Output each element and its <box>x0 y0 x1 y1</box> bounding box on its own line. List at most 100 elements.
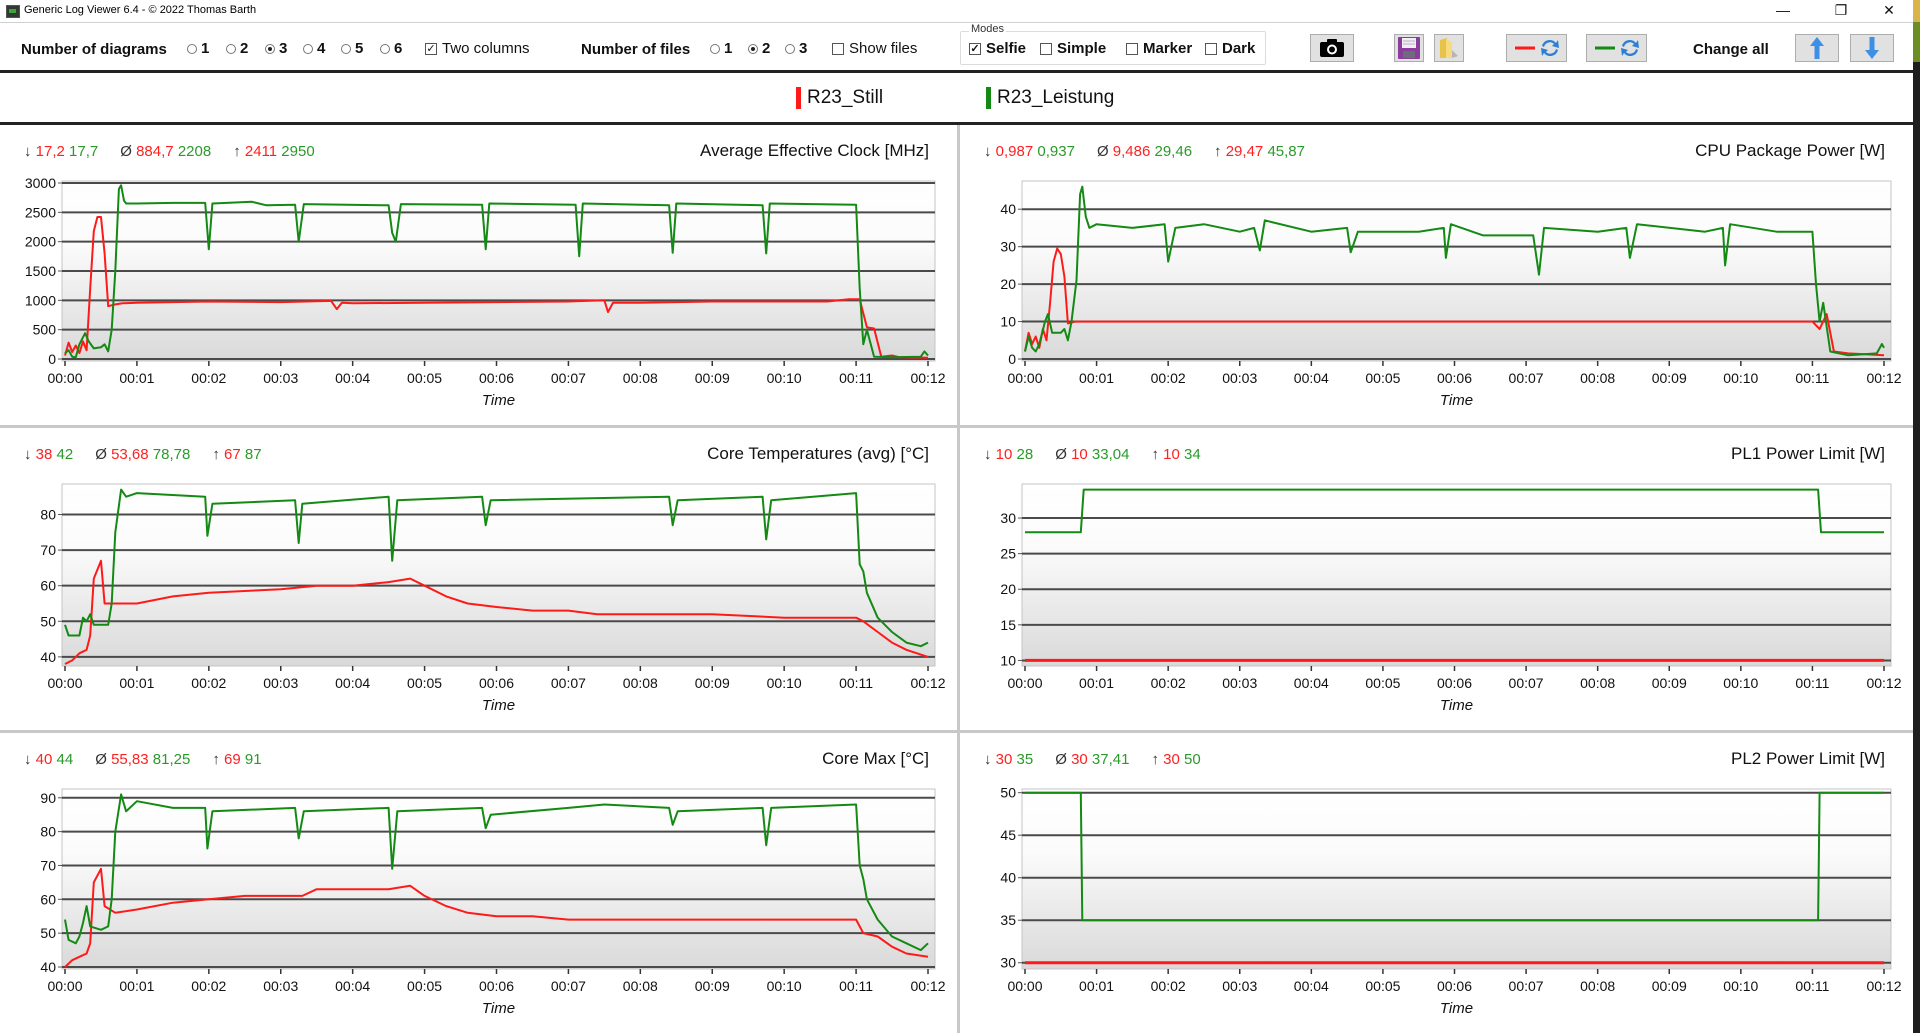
row-divider <box>0 425 1913 428</box>
diagrams-radio-6[interactable]: 6 <box>380 40 402 57</box>
x-tick-label: 00:02 <box>191 370 226 386</box>
checkbox-box[interactable]: ✓ <box>425 42 437 55</box>
diagrams-radio-4[interactable]: 4 <box>303 40 325 57</box>
swap-red-button[interactable] <box>1506 34 1567 62</box>
radio-circle[interactable] <box>748 43 758 54</box>
x-tick-label: 00:07 <box>1509 675 1544 691</box>
mode-selfie-checkbox[interactable]: ✓ Selfie <box>969 40 1026 57</box>
files-radio-3[interactable]: 3 <box>785 40 807 57</box>
line-chart: 30 35 40 45 50 00:00 00:01 00:02 00:03 00:04 00:05… <box>1000 785 1901 1017</box>
stat-min-symbol: ↓ <box>984 143 992 160</box>
x-tick-label: 00:10 <box>1723 978 1758 994</box>
open-button[interactable] <box>1434 34 1464 62</box>
y-tick-label: 40 <box>40 959 56 975</box>
two-columns-checkbox[interactable]: ✓ Two columns <box>425 40 530 57</box>
x-tick-label: 00:08 <box>1580 978 1615 994</box>
y-tick-label: 80 <box>40 824 56 840</box>
diagrams-radio-5[interactable]: 5 <box>341 40 363 57</box>
x-tick-label: 00:05 <box>407 978 442 994</box>
x-tick-label: 00:01 <box>119 675 154 691</box>
checkbox-box[interactable] <box>1205 42 1217 55</box>
y-tick-label: 70 <box>40 542 56 558</box>
x-tick-label: 00:00 <box>47 978 82 994</box>
x-tick-label: 00:03 <box>263 978 298 994</box>
x-axis-label: Time <box>482 697 515 714</box>
x-tick-label: 00:01 <box>1079 370 1114 386</box>
screenshot-button[interactable] <box>1310 34 1354 62</box>
line-chart: 40 50 60 70 80 00:00 00:01 00:02 00:03 00:04 00:05… <box>40 483 946 714</box>
save-button[interactable] <box>1394 34 1424 62</box>
x-tick-label: 00:01 <box>1079 675 1114 691</box>
checkbox-box[interactable] <box>832 42 844 55</box>
stat-min-symbol: ↓ <box>984 446 992 463</box>
radio-circle[interactable] <box>785 43 795 54</box>
diagrams-radio-2[interactable]: 2 <box>226 40 248 57</box>
app-icon <box>6 5 20 18</box>
diagrams-radio-3[interactable]: 3 <box>265 40 287 57</box>
move-up-button[interactable] <box>1795 34 1839 62</box>
stat-avg-r23-still: 55,83 <box>111 751 149 768</box>
x-tick-label: 00:02 <box>1151 370 1186 386</box>
x-tick-label: 00:07 <box>1509 978 1544 994</box>
y-tick-label: 50 <box>40 613 56 629</box>
stat-avg-symbol: Ø <box>120 143 132 160</box>
x-tick-label: 00:06 <box>1437 370 1472 386</box>
mode-dark-checkbox[interactable]: Dark <box>1205 40 1255 57</box>
x-tick-label: 00:03 <box>1222 675 1257 691</box>
stat-min-r23-leistung: 44 <box>56 751 74 768</box>
maximize-button[interactable]: ❐ <box>1834 2 1848 18</box>
file-legend: R23_Still R23_Leistung <box>0 73 1913 122</box>
radio-circle[interactable] <box>710 43 720 54</box>
diagrams-radio-1[interactable]: 1 <box>187 40 209 57</box>
radio-circle[interactable] <box>265 43 275 54</box>
show-files-label: Show files <box>849 40 918 57</box>
stat-max-r23-still: 67 <box>224 446 241 463</box>
column-divider <box>957 125 960 1033</box>
stat-max-symbol: ↑ <box>212 751 220 768</box>
chart-panel: ↓ 30 35 Ø 30 37,41 ↑ 30 50 PL2 Power Limit … <box>960 733 1913 1033</box>
checkbox-box[interactable] <box>1126 42 1138 55</box>
y-tick-label: 50 <box>1000 785 1016 801</box>
x-tick-label: 00:10 <box>1723 370 1758 386</box>
minimize-button[interactable]: — <box>1776 2 1790 18</box>
files-radio-2[interactable]: 2 <box>748 40 770 57</box>
y-tick-label: 30 <box>1000 239 1016 255</box>
series-line-r23-still <box>64 559 929 665</box>
checkbox-box[interactable]: ✓ <box>969 42 981 55</box>
x-tick-label: 00:06 <box>479 370 514 386</box>
files-radio-1[interactable]: 1 <box>710 40 732 57</box>
series-line-r23-leistung <box>64 184 929 359</box>
show-files-checkbox[interactable]: Show files <box>832 40 917 57</box>
x-tick-label: 00:05 <box>407 370 442 386</box>
x-tick-label: 00:04 <box>335 675 370 691</box>
checkbox-box[interactable] <box>1040 42 1052 55</box>
radio-circle[interactable] <box>187 43 197 54</box>
y-tick-label: 1500 <box>25 263 56 279</box>
stat-min-r23-leistung: 28 <box>1016 446 1034 463</box>
x-tick-label: 00:05 <box>407 675 442 691</box>
radio-circle[interactable] <box>226 43 236 54</box>
radio-circle[interactable] <box>303 43 313 54</box>
y-tick-label: 1000 <box>25 292 56 308</box>
stat-avg-r23-still: 884,7 <box>136 143 174 160</box>
mode-simple-checkbox[interactable]: Simple <box>1040 40 1106 57</box>
move-down-button[interactable] <box>1850 34 1894 62</box>
close-button[interactable]: ✕ <box>1883 2 1895 18</box>
y-tick-label: 30 <box>1000 510 1016 526</box>
legend-divider <box>0 122 1913 125</box>
chart-stats: ↓ 40 44 Ø 55,83 81,25 ↑ 69 91 <box>24 751 262 768</box>
radio-circle[interactable] <box>380 43 390 54</box>
stat-max-symbol: ↑ <box>1214 143 1222 160</box>
desktop-background-accent <box>1913 22 1920 62</box>
y-tick-label: 15 <box>1000 617 1016 633</box>
chart-panel: ↓ 38 42 Ø 53,68 78,78 ↑ 67 87 Core Temperat… <box>0 428 957 730</box>
stat-avg-r23-leistung: 37,41 <box>1091 751 1130 768</box>
mode-marker-checkbox[interactable]: Marker <box>1126 40 1192 57</box>
chart-stats: ↓ 17,2 17,7 Ø 884,7 2208 ↑ 2411 2950 <box>24 143 315 160</box>
stat-min-r23-still: 38 <box>35 446 53 463</box>
desktop-background <box>1913 0 1920 22</box>
window-title: Generic Log Viewer 6.4 - © 2022 Thomas B… <box>24 4 257 16</box>
stat-max-r23-leistung: 45,87 <box>1267 143 1305 160</box>
radio-circle[interactable] <box>341 43 351 54</box>
swap-green-button[interactable] <box>1586 34 1647 62</box>
